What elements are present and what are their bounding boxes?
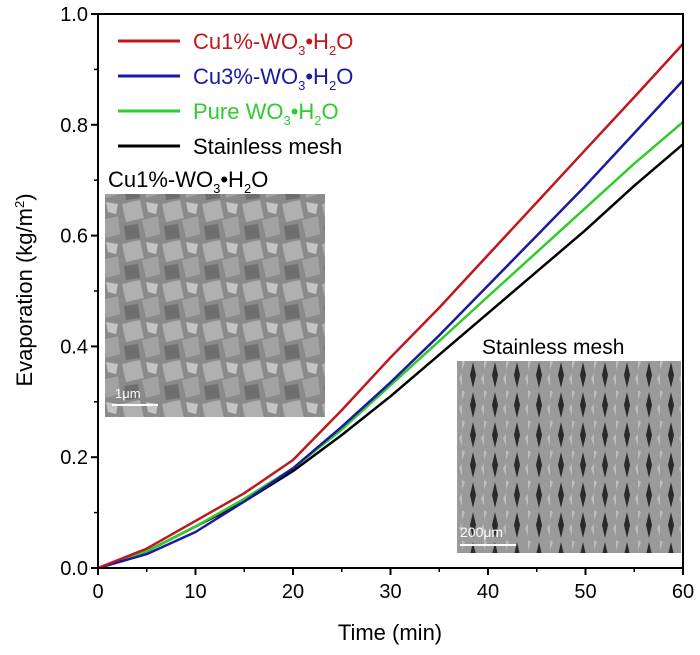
inset2-title: Stainless mesh	[482, 336, 624, 359]
series-line-0	[97, 43, 684, 570]
y-tick-label: 0.4	[60, 336, 88, 358]
legend-item-0: Cu1%-WO3•H2O	[118, 29, 353, 58]
inset1-image	[105, 194, 325, 417]
inset-sem-cu1: Cu1%-WO3•H2O 1μm	[105, 167, 325, 417]
legend-item-2: Pure WO3•H2O	[118, 99, 339, 128]
x-tick-label: 0	[92, 581, 103, 603]
y-axis-label: Evaporation (kg/m2)	[12, 193, 37, 386]
inset1-title: Cu1%-WO3•H2O	[108, 167, 268, 196]
y-tick-label: 0.0	[60, 558, 88, 580]
legend-label: Cu1%-WO3•H2O	[193, 29, 353, 58]
y-tick-label: 0.8	[60, 115, 88, 137]
x-tick-label: 40	[477, 581, 499, 603]
legend-item-3: Stainless mesh	[118, 134, 342, 159]
legend-item-1: Cu3%-WO3•H2O	[118, 64, 353, 93]
inset1-scale-label: 1μm	[115, 386, 141, 401]
inset2-image	[457, 361, 681, 553]
legend-label: Stainless mesh	[193, 134, 342, 159]
legend-label: Pure WO3•H2O	[193, 99, 339, 128]
x-tick-label: 60	[672, 581, 694, 603]
x-tick-label: 20	[282, 581, 304, 603]
y-tick-label: 1.0	[60, 4, 88, 26]
inset-sem-mesh: Stainless mesh 200μm	[457, 336, 681, 553]
legend-label: Cu3%-WO3•H2O	[193, 64, 353, 93]
series-line-1	[97, 79, 684, 570]
y-tick-label: 0.6	[60, 226, 88, 248]
inset2-scale-label: 200μm	[460, 524, 503, 540]
series-line-2	[97, 121, 684, 570]
x-axis-label: Time (min)	[338, 620, 442, 645]
x-tick-label: 50	[574, 581, 596, 603]
x-tick-label: 10	[184, 581, 206, 603]
y-tick-label: 0.2	[60, 447, 88, 469]
x-tick-label: 30	[379, 581, 401, 603]
